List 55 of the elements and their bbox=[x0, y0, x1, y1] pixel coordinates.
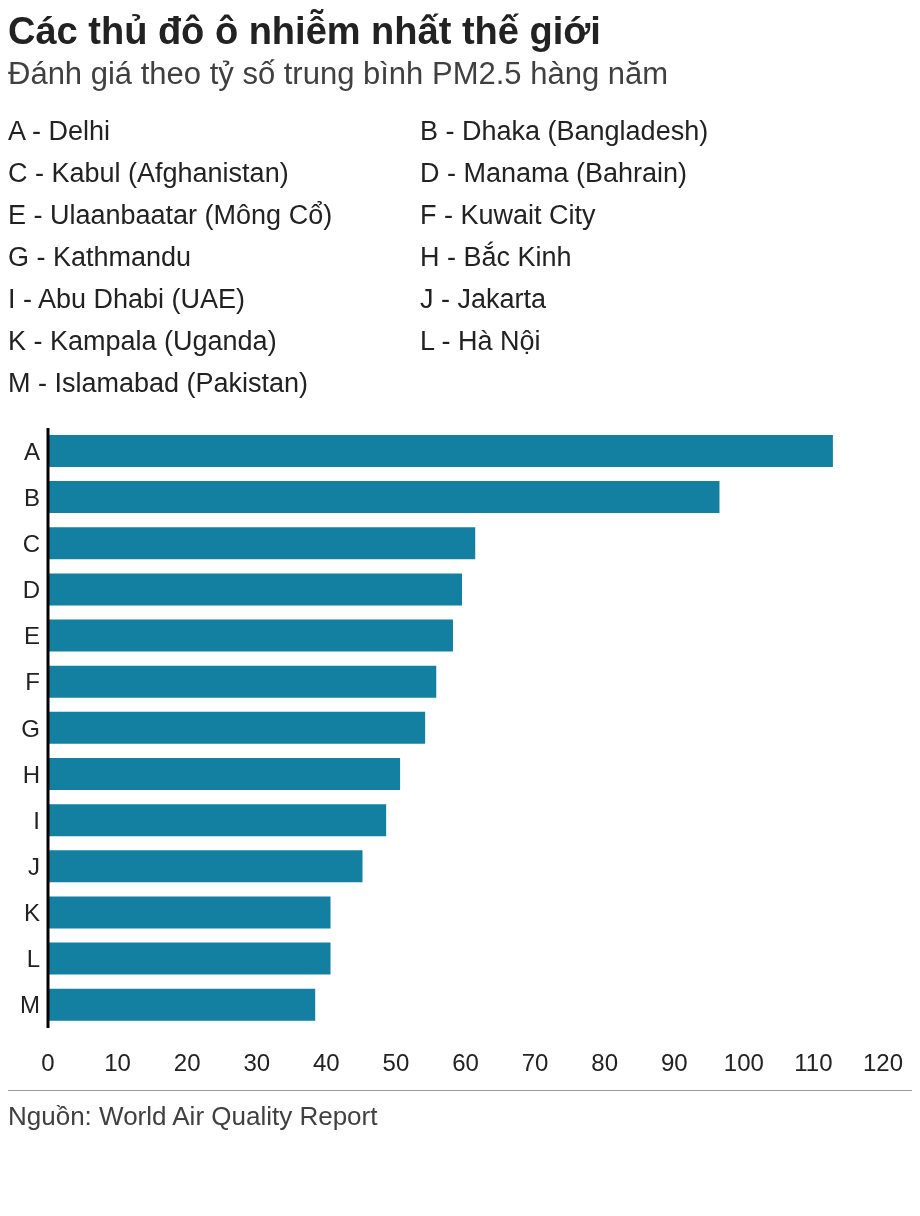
y-tick-label: I bbox=[33, 806, 40, 834]
bar bbox=[48, 896, 331, 929]
bar bbox=[48, 481, 720, 514]
text: G - Kathmandu bbox=[8, 241, 193, 274]
x-tick-label: 120 bbox=[862, 1049, 904, 1077]
y-tick-label: A bbox=[23, 437, 40, 465]
x-tick-label: 70 bbox=[521, 1049, 549, 1077]
y-tick-label: D bbox=[22, 576, 40, 604]
x-tick-label: 60 bbox=[452, 1049, 479, 1077]
bar bbox=[48, 758, 401, 790]
x-tick-label: 20 bbox=[173, 1049, 201, 1077]
x-tick-label: 100 bbox=[723, 1049, 764, 1077]
y-tick-label: B bbox=[23, 483, 40, 511]
bar bbox=[48, 942, 331, 975]
x-tick-label: 110 bbox=[794, 1049, 833, 1077]
text: L - Hà Nội bbox=[420, 325, 542, 358]
bar bbox=[48, 850, 363, 883]
bar bbox=[48, 988, 316, 1021]
chart-title: Các thủ đô ô nhiễm nhất thế giới bbox=[8, 8, 602, 54]
x-tick-label: 0 bbox=[41, 1049, 55, 1077]
x-tick-label: 40 bbox=[312, 1049, 340, 1077]
text: H - Bắc Kinh bbox=[420, 240, 573, 274]
text: M - Islamabad (Pakistan) bbox=[8, 367, 310, 400]
bar bbox=[48, 804, 387, 837]
y-tick-label: K bbox=[23, 899, 40, 927]
bar bbox=[48, 619, 453, 652]
bar bbox=[48, 434, 833, 467]
y-tick-label: H bbox=[22, 760, 40, 788]
text: Nguồn: World Air Quality Report bbox=[8, 1090, 912, 1132]
y-tick-label: L bbox=[26, 945, 40, 973]
bar bbox=[48, 665, 437, 698]
text: D - Manama (Bahrain) bbox=[420, 157, 689, 190]
chart-subtitle: Đánh giá theo tỷ số trung bình PM2.5 hàng năm bbox=[8, 55, 670, 93]
text: C - Kabul (Afghanistan) bbox=[8, 157, 290, 190]
x-tick-label: 80 bbox=[591, 1049, 619, 1077]
bar bbox=[48, 573, 463, 606]
y-tick-label: F bbox=[25, 668, 40, 696]
x-tick-label: 50 bbox=[382, 1049, 410, 1077]
text: B - Dhaka (Bangladesh) bbox=[420, 115, 710, 148]
text: I - Abu Dhabi (UAE) bbox=[8, 283, 247, 316]
y-tick-label: E bbox=[23, 622, 40, 650]
text: A - Delhi bbox=[8, 115, 112, 148]
y-tick-label: G bbox=[21, 714, 40, 742]
y-tick-label: C bbox=[22, 529, 40, 557]
x-tick-label: 10 bbox=[104, 1049, 131, 1077]
bar bbox=[48, 527, 476, 560]
text: F - Kuwait City bbox=[420, 199, 597, 232]
text: J - Jakarta bbox=[420, 283, 548, 316]
x-tick-label: 30 bbox=[243, 1049, 271, 1077]
y-tick-label: J bbox=[28, 852, 40, 880]
y-tick-label: M bbox=[20, 991, 40, 1019]
x-tick-label: 90 bbox=[660, 1049, 688, 1077]
bar bbox=[48, 711, 426, 744]
text: E - Ulaanbaatar (Mông Cổ) bbox=[8, 199, 334, 232]
text: K - Kampala (Uganda) bbox=[8, 325, 278, 358]
